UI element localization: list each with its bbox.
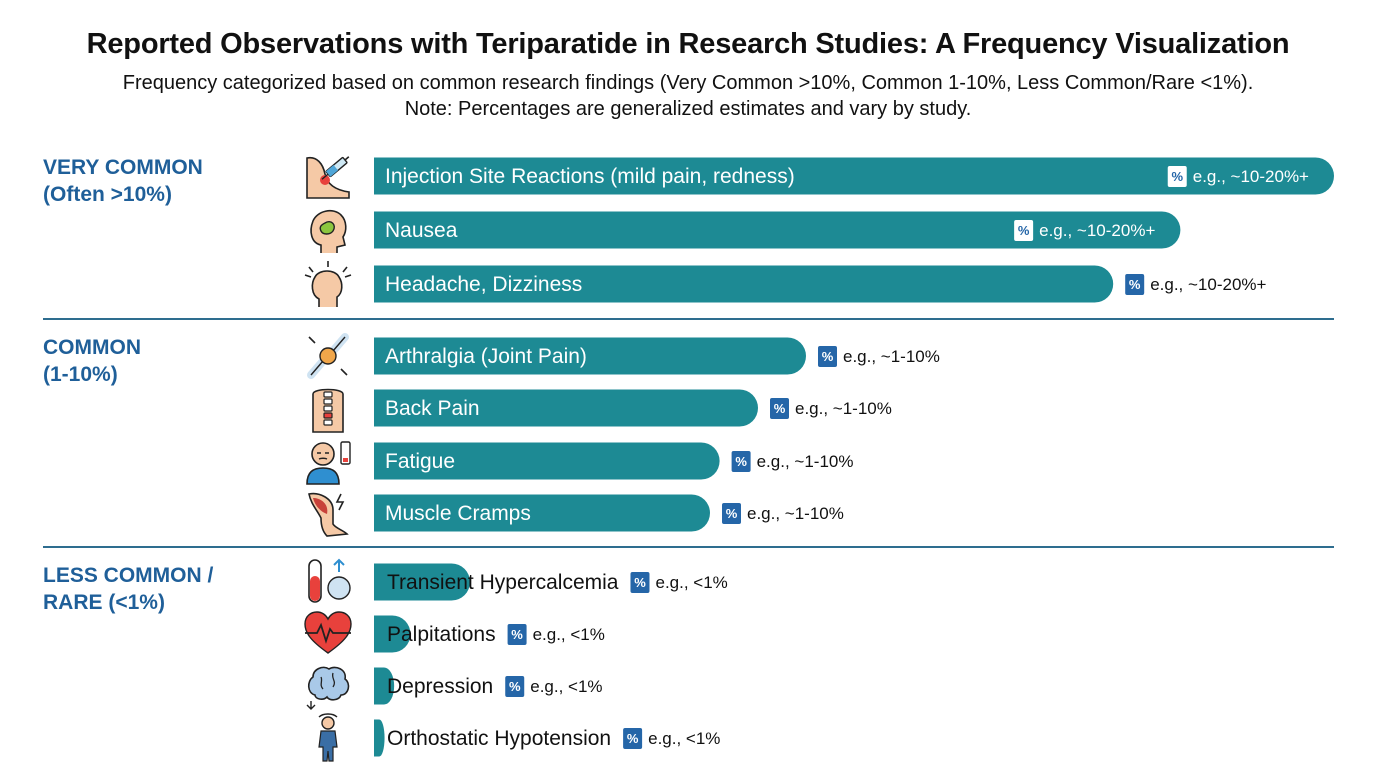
- chart-subtitle-line-2: Note: Percentages are generalized estima…: [404, 98, 972, 120]
- bar-annotation: e.g., <1%: [648, 729, 720, 748]
- bar-annotation: e.g., <1%: [655, 573, 727, 592]
- percent-badge: [630, 572, 650, 593]
- bar-label: Injection Site Reactions (mild pain, red…: [385, 165, 795, 188]
- chart-title: Reported Observations with Teriparatide …: [86, 28, 1290, 60]
- percent-badge: [722, 503, 741, 524]
- group-heading-common-line-1: COMMON: [43, 336, 141, 359]
- percent-badge: [770, 398, 789, 419]
- chart-subtitle-line-1: Frequency categorized based on common re…: [122, 72, 1254, 94]
- percent-badge-symbol: %: [1018, 223, 1030, 238]
- percent-badge-symbol: %: [627, 731, 639, 746]
- group-heading-rare-line-2: RARE (<1%): [43, 591, 165, 614]
- percent-badge: [505, 676, 525, 697]
- percent-badge-symbol: %: [509, 679, 521, 694]
- group-separator-1: [43, 318, 1334, 320]
- bar: [374, 265, 1114, 303]
- percent-badge-symbol: %: [822, 349, 834, 364]
- bar-annotation: e.g., ~10-20%+: [1193, 167, 1309, 186]
- bar-annotation: e.g., ~1-10%: [757, 452, 854, 471]
- bar-annotation: e.g., ~10-20%+: [1150, 275, 1266, 294]
- bar-annotation: e.g., <1%: [533, 625, 605, 644]
- bar-label: Arthralgia (Joint Pain): [385, 345, 587, 368]
- percent-badge-symbol: %: [1171, 169, 1183, 184]
- joint-pain-icon: [307, 333, 349, 379]
- percent-badge-symbol: %: [511, 627, 523, 642]
- percent-badge: [1014, 220, 1034, 241]
- percent-badge-symbol: %: [735, 454, 747, 469]
- group-heading-rare: LESS COMMON / RARE (<1%): [43, 562, 213, 616]
- percent-badge-symbol: %: [774, 401, 786, 416]
- group-heading-very-common: VERY COMMON (Often >10%): [43, 154, 203, 208]
- group-heading-rare-line-1: LESS COMMON /: [43, 564, 214, 587]
- bar-annotation: e.g., ~1-10%: [795, 399, 892, 418]
- brain-icon: [306, 666, 350, 710]
- percent-badge-symbol: %: [634, 575, 646, 590]
- injection-arm-icon: [306, 156, 350, 199]
- group-heading-common-line-2: (1-10%): [43, 363, 118, 386]
- percent-badge: [731, 451, 751, 472]
- bar: [374, 157, 1334, 195]
- group-heading-very-common-line-2: (Often >10%): [43, 183, 172, 206]
- bar-label: Depression: [387, 675, 493, 698]
- bar-label: Palpitations: [387, 623, 496, 646]
- group-separator-2: [43, 546, 1334, 548]
- bar: [374, 719, 385, 757]
- percent-badge: [623, 728, 643, 749]
- bar-annotation: e.g., <1%: [530, 677, 602, 696]
- bar: [374, 563, 470, 601]
- percent-badge-symbol: %: [1129, 277, 1141, 292]
- bar-label: Orthostatic Hypotension: [387, 727, 611, 750]
- bar: [374, 211, 1181, 249]
- bar: [374, 494, 710, 532]
- percent-badge: [1167, 166, 1187, 187]
- heart-pulse-icon: [304, 611, 352, 654]
- bar-label: Fatigue: [385, 450, 455, 473]
- bar-annotation: e.g., ~1-10%: [843, 347, 940, 366]
- bar-label: Back Pain: [385, 397, 480, 420]
- nausea-stomach-icon: [310, 209, 347, 253]
- group-heading-common: COMMON (1-10%): [43, 334, 141, 388]
- percent-badge: [818, 346, 837, 367]
- bar: [374, 667, 395, 705]
- spine-icon: [312, 388, 344, 433]
- bar: [374, 615, 411, 653]
- bar: [374, 442, 720, 480]
- bar-label: Nausea: [385, 219, 458, 242]
- calcium-test-tube-icon: [308, 558, 351, 603]
- bar: [374, 337, 807, 375]
- bar-annotation: e.g., ~1-10%: [747, 504, 844, 523]
- bar-label: Transient Hypercalcemia: [387, 571, 619, 594]
- bar-label: Headache, Dizziness: [385, 273, 582, 296]
- bar-annotation: e.g., ~10-20%+: [1039, 221, 1155, 240]
- headache-icon: [304, 261, 352, 307]
- percent-badge-symbol: %: [726, 506, 738, 521]
- percent-badge: [507, 624, 527, 645]
- dizzy-person-icon: [318, 713, 338, 762]
- bar: [374, 389, 758, 427]
- muscle-cramp-icon: [308, 492, 349, 537]
- percent-badge: [1125, 274, 1145, 295]
- bar-label: Muscle Cramps: [385, 502, 531, 525]
- group-heading-very-common-line-1: VERY COMMON: [43, 156, 203, 179]
- fatigue-battery-icon: [306, 441, 351, 485]
